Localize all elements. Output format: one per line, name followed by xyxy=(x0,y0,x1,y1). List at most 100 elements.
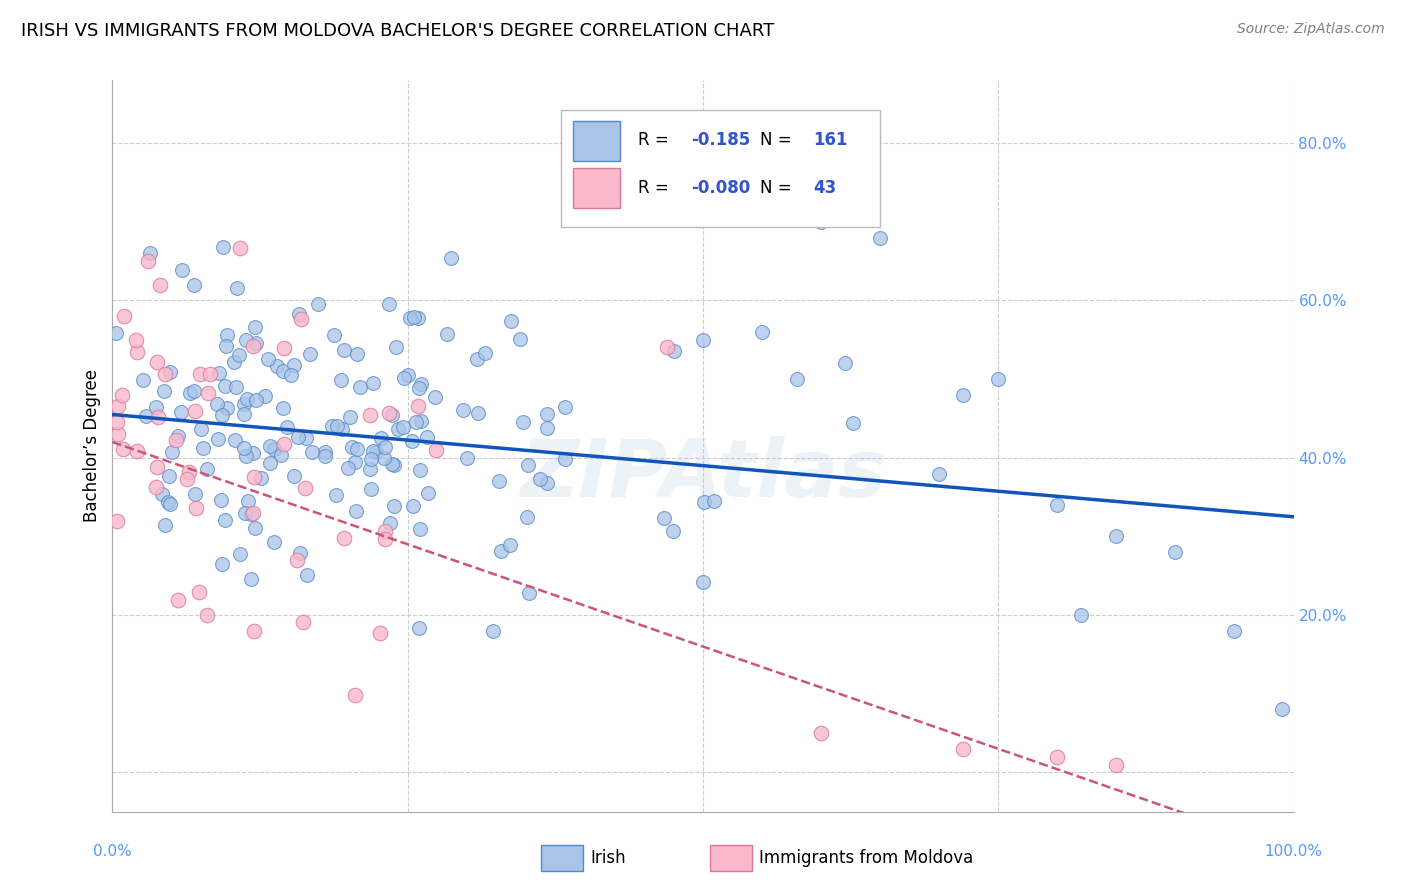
Point xyxy=(222,355,245,369)
Text: 100.0%: 100.0% xyxy=(1264,845,1323,859)
Point xyxy=(509,333,531,347)
Point xyxy=(489,543,512,558)
Point xyxy=(536,475,558,490)
Point xyxy=(238,493,260,508)
Point xyxy=(451,402,474,417)
Point xyxy=(217,401,239,415)
Point xyxy=(131,373,153,387)
Text: R =: R = xyxy=(638,131,669,149)
Point xyxy=(359,462,381,476)
Point xyxy=(693,495,716,509)
Point xyxy=(156,495,179,509)
Point xyxy=(332,343,354,357)
Point xyxy=(368,626,391,640)
Text: Immigrants from Moldova: Immigrants from Moldova xyxy=(759,849,973,867)
Point xyxy=(228,241,250,255)
Point xyxy=(1271,702,1294,716)
Point xyxy=(239,572,262,586)
Text: 43: 43 xyxy=(813,178,837,197)
Point xyxy=(360,482,382,496)
Point xyxy=(259,439,281,453)
Y-axis label: Bachelor’s Degree: Bachelor’s Degree xyxy=(83,369,101,523)
Point xyxy=(330,373,353,387)
Point xyxy=(245,320,267,334)
Point xyxy=(382,500,405,514)
Point xyxy=(751,325,773,339)
Point xyxy=(344,455,367,469)
Point xyxy=(224,434,246,448)
Point xyxy=(392,370,415,384)
Point xyxy=(1105,529,1128,543)
Point xyxy=(339,410,361,425)
FancyBboxPatch shape xyxy=(561,110,880,227)
Point xyxy=(1070,608,1092,623)
Point xyxy=(361,376,384,390)
FancyBboxPatch shape xyxy=(574,168,620,208)
Point xyxy=(105,514,128,528)
Point xyxy=(207,367,229,381)
Point xyxy=(214,379,236,393)
Point xyxy=(214,513,236,527)
Point xyxy=(135,409,157,423)
Point xyxy=(245,392,267,407)
Point xyxy=(243,470,266,484)
Point xyxy=(170,262,193,277)
Point xyxy=(488,474,510,488)
Point xyxy=(166,428,188,442)
Point xyxy=(987,372,1010,386)
Point xyxy=(232,407,254,421)
Point xyxy=(344,688,367,702)
Point xyxy=(184,500,207,515)
Point xyxy=(266,359,288,373)
Point xyxy=(307,297,329,311)
Point xyxy=(406,311,429,326)
Point xyxy=(842,417,865,431)
Point xyxy=(336,461,359,475)
Point xyxy=(105,415,128,429)
Point xyxy=(290,546,312,560)
Point xyxy=(326,418,349,433)
Text: N =: N = xyxy=(759,131,792,149)
Point xyxy=(259,456,281,470)
Point xyxy=(409,522,432,536)
Point xyxy=(283,469,305,483)
Text: ZIPAtlas: ZIPAtlas xyxy=(520,436,886,515)
Point xyxy=(499,538,522,552)
Point xyxy=(554,400,576,414)
Point xyxy=(176,473,198,487)
Point xyxy=(288,307,311,321)
Point xyxy=(370,431,392,445)
Point xyxy=(250,471,273,485)
Point xyxy=(361,443,384,458)
Point xyxy=(166,593,188,607)
Point xyxy=(177,465,200,479)
Point xyxy=(235,333,257,347)
Text: IRISH VS IMMIGRANTS FROM MOLDOVA BACHELOR'S DEGREE CORRELATION CHART: IRISH VS IMMIGRANTS FROM MOLDOVA BACHELO… xyxy=(21,22,775,40)
Point xyxy=(153,367,176,381)
Point xyxy=(212,240,235,254)
Point xyxy=(529,472,551,486)
Point xyxy=(516,458,538,472)
Point xyxy=(425,390,447,404)
Point xyxy=(242,506,264,520)
Text: 0.0%: 0.0% xyxy=(93,845,132,859)
Point xyxy=(294,431,316,445)
Point xyxy=(374,440,396,454)
Point xyxy=(235,449,257,463)
Point xyxy=(159,365,181,379)
Text: N =: N = xyxy=(759,178,792,197)
Point xyxy=(359,408,381,422)
Point xyxy=(662,524,685,538)
Point xyxy=(211,558,233,572)
Point xyxy=(325,488,347,502)
Point xyxy=(387,422,409,436)
Point xyxy=(467,406,489,420)
Point xyxy=(215,339,238,353)
Point xyxy=(195,608,218,623)
Text: Irish: Irish xyxy=(591,849,626,867)
Point xyxy=(346,347,368,361)
Point xyxy=(146,355,169,369)
Point xyxy=(692,574,714,589)
Point xyxy=(188,367,211,381)
Point xyxy=(145,480,167,494)
